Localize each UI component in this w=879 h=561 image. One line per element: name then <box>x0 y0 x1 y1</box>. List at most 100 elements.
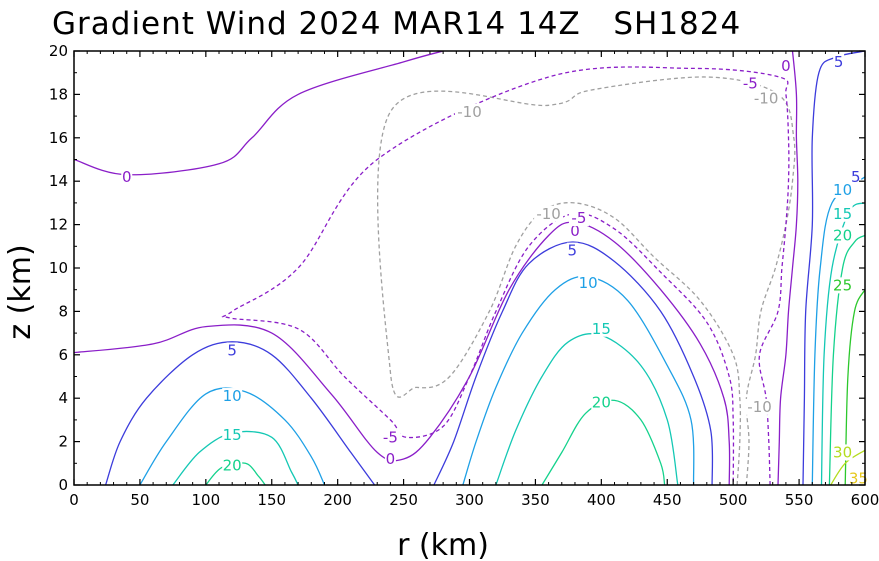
contour-line-level-20-15 <box>541 399 666 485</box>
contour-label-23: 20 <box>833 226 852 244</box>
contour-label-bg-8 <box>751 90 781 107</box>
contour-label-15: 10 <box>223 387 242 405</box>
contour-label-11: 5 <box>834 53 844 71</box>
contour-label-bg-11 <box>833 53 845 70</box>
contour-line-level-10-8 <box>139 387 326 485</box>
contour-label-bg-14 <box>850 168 862 185</box>
contour-label-24: 25 <box>833 276 852 294</box>
contour-label-0: 0 <box>122 168 132 186</box>
contour-label-bg-16 <box>578 275 599 292</box>
x-tick-label-6: 300 <box>455 491 484 509</box>
y-tick-label-2: 4 <box>58 389 68 407</box>
contour-labels: 0000-5-5-5-10-10-10-10555510101015151520… <box>121 53 869 487</box>
contour-label-4: -5 <box>743 75 758 93</box>
x-tick-label-12: 600 <box>851 491 879 509</box>
contour-label-bg-2 <box>384 450 396 467</box>
contour-label-21: 20 <box>223 456 242 474</box>
contour-label-bg-15 <box>222 388 243 405</box>
contour-label-bg-17 <box>832 181 853 198</box>
contour-label-bg-5 <box>380 429 401 446</box>
contour-label-20: 15 <box>833 205 852 223</box>
contour-label-3: 0 <box>570 222 580 240</box>
contour-label-bg-13 <box>566 242 578 259</box>
contour-label-bg-1 <box>780 58 792 75</box>
y-tick-label-7: 14 <box>49 172 68 190</box>
x-tick-label-9: 450 <box>653 491 682 509</box>
contour-label-2: 0 <box>386 450 396 468</box>
contour-label-bg-25 <box>832 444 853 461</box>
x-tick-label-8: 400 <box>587 491 616 509</box>
contour-label-10: -10 <box>747 398 772 416</box>
contour-line-level-0-3 <box>74 51 444 176</box>
contour-label-bg-24 <box>832 277 853 294</box>
contour-label-12: 5 <box>227 341 237 359</box>
contour-label-22: 20 <box>592 394 611 412</box>
x-tick-label-7: 350 <box>521 491 550 509</box>
contour-label-14: 5 <box>851 168 861 186</box>
y-tick-label-1: 2 <box>58 433 68 451</box>
y-tick-label-8: 16 <box>49 129 68 147</box>
contour-label-8: -10 <box>754 90 779 108</box>
contour-label-16: 10 <box>579 274 598 292</box>
contour-label-bg-26 <box>848 470 869 487</box>
contour-line-level-30-18 <box>830 449 865 485</box>
contour-label-7: -10 <box>457 103 482 121</box>
contour-label-19: 15 <box>592 320 611 338</box>
contour-label-bg-6 <box>568 210 589 227</box>
contour-label-bg-12 <box>226 342 238 359</box>
y-tick-label-4: 8 <box>58 302 68 320</box>
contour-label-bg-4 <box>740 75 761 92</box>
y-tick-label-0: 0 <box>58 476 68 494</box>
y-tick-label-9: 18 <box>49 85 68 103</box>
contour-label-bg-3 <box>569 223 581 240</box>
contour-line-level-0-4 <box>74 221 731 485</box>
x-tick-label-2: 100 <box>192 491 221 509</box>
y-tick-label-10: 20 <box>49 42 68 60</box>
contour-label-bg-23 <box>832 227 853 244</box>
y-tick-label-6: 12 <box>49 216 68 234</box>
contour-line-level-10-9 <box>462 275 695 485</box>
x-axis-ticks: 0 50 100 150 200 250 300 350 400 450 500 550 600 <box>69 51 879 509</box>
contour-label-9: -10 <box>536 205 561 223</box>
contour-label-18: 15 <box>223 426 242 444</box>
contour-label-bg-19 <box>591 320 612 337</box>
contour-label-bg-10 <box>745 398 775 415</box>
contour-line-level-5-6 <box>433 241 714 485</box>
chart-title: Gradient Wind 2024 MAR14 14Z SH1824 <box>52 6 741 42</box>
contour-label-5: -5 <box>383 428 398 446</box>
contour-line-level-15-11 <box>172 430 299 485</box>
contour-label-bg-22 <box>591 394 612 411</box>
contour-label-bg-20 <box>832 205 853 222</box>
contour-label-26: 35 <box>849 469 868 487</box>
contour-line-level-0-2 <box>777 51 799 485</box>
x-tick-label-11: 550 <box>785 491 814 509</box>
contour-label-13: 5 <box>568 242 578 260</box>
contour-line-level-15-12 <box>495 333 679 485</box>
contour-line-level-neg10-0 <box>376 76 796 485</box>
x-tick-label-1: 50 <box>130 491 149 509</box>
contour-line-level-5-5 <box>104 341 376 485</box>
contour-label-25: 30 <box>833 443 852 461</box>
y-axis-title: z (km) <box>3 244 38 339</box>
contour-label-bg-9 <box>534 205 564 222</box>
y-tick-label-5: 10 <box>49 259 68 277</box>
contour-label-bg-18 <box>222 427 243 444</box>
x-tick-label-0: 0 <box>69 491 79 509</box>
contour-label-bg-21 <box>222 457 243 474</box>
contour-label-bg-7 <box>455 103 484 120</box>
contour-label-bg-0 <box>121 168 133 185</box>
y-tick-label-3: 6 <box>58 346 68 364</box>
x-tick-label-4: 200 <box>323 491 352 509</box>
x-tick-label-3: 150 <box>257 491 286 509</box>
contour-label-1: 0 <box>781 57 791 75</box>
contour-line-level-25-17 <box>844 289 865 485</box>
contour-label-17: 10 <box>833 181 852 199</box>
contour-line-level-neg5-1 <box>221 66 790 485</box>
x-tick-label-10: 500 <box>719 491 748 509</box>
contour-line-level-5-7 <box>802 51 865 485</box>
contour-line-level-20-14 <box>205 462 266 485</box>
x-tick-label-5: 250 <box>389 491 418 509</box>
y-axis-ticks: 0 2 4 6 8 10 12 14 16 18 20 <box>49 42 865 494</box>
x-axis-title: r (km) <box>397 528 489 561</box>
